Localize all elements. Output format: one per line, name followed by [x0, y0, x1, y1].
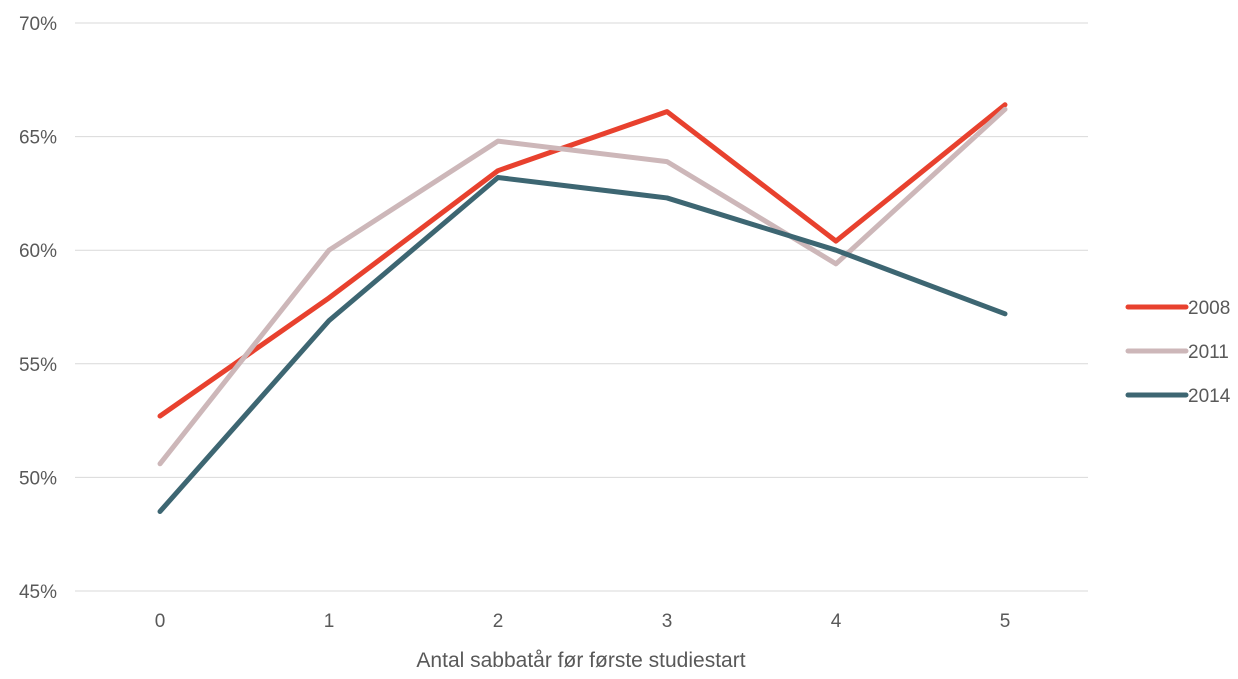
- x-tick-label: 4: [831, 611, 842, 632]
- legend: 2008 2011 2014: [1125, 298, 1231, 407]
- series-lines: [157, 102, 1008, 514]
- x-tick-label: 0: [155, 611, 166, 632]
- y-tick-label: 50%: [19, 468, 57, 489]
- gridlines: [75, 22, 1088, 592]
- legend-label: 2014: [1188, 386, 1231, 407]
- y-tick-label: 70%: [19, 14, 57, 35]
- y-tick-label: 65%: [19, 128, 57, 149]
- y-axis-ticks: 45% 50% 55% 60% 65% 70%: [19, 14, 57, 603]
- series-line-2014: [157, 174, 1008, 514]
- series-line-2008: [157, 102, 1008, 419]
- y-tick-label: 60%: [19, 241, 57, 262]
- y-tick-label: 55%: [19, 355, 57, 376]
- x-tick-label: 2: [493, 611, 504, 632]
- x-axis-title: Antal sabbatår før første studiestart: [416, 649, 745, 672]
- x-axis-ticks: 0 1 2 3 4 5: [155, 611, 1011, 632]
- x-tick-label: 1: [324, 611, 335, 632]
- x-tick-label: 5: [1000, 611, 1011, 632]
- y-tick-label: 45%: [19, 582, 57, 603]
- legend-label: 2011: [1188, 342, 1229, 363]
- x-tick-label: 3: [662, 611, 673, 632]
- series-line-2011: [157, 106, 1008, 467]
- legend-label: 2008: [1188, 298, 1230, 319]
